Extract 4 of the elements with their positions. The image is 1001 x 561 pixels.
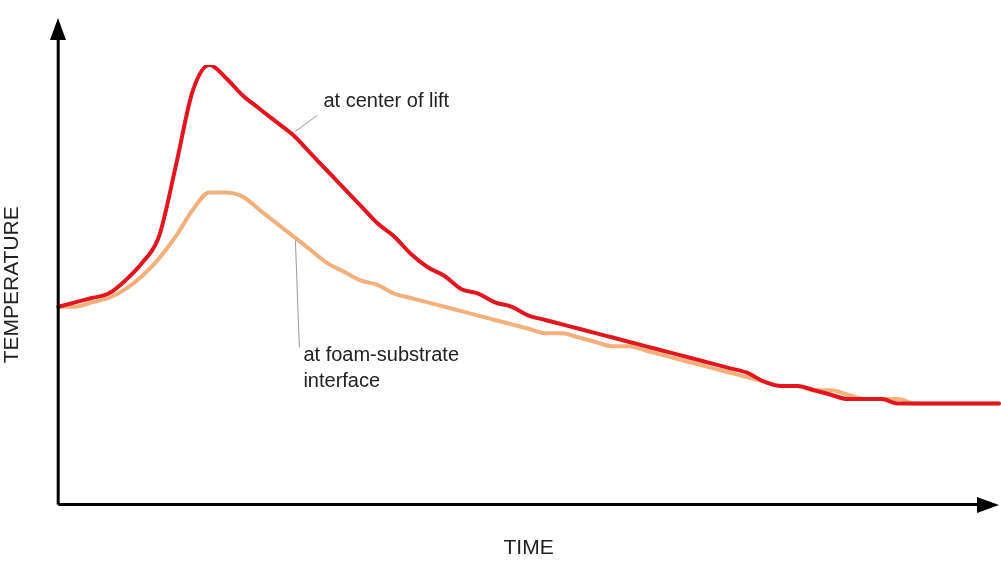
x-axis-title: TIME (503, 535, 554, 559)
series-label: at center of lift (323, 89, 450, 112)
y-axis-title: TEMPERATURE (0, 206, 23, 364)
series-label: at foam-substrate interface (303, 343, 460, 392)
